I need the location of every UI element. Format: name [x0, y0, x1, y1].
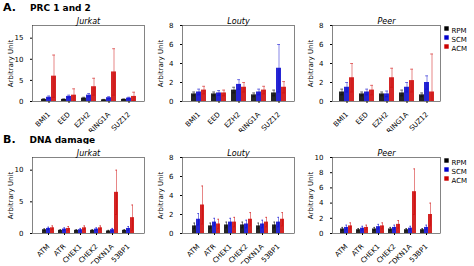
svg-text:2: 2: [319, 215, 323, 223]
svg-text:Arbitrary Unit: Arbitrary Unit: [307, 40, 315, 88]
svg-text:2: 2: [319, 79, 323, 87]
svg-text:RPM: RPM: [452, 159, 467, 167]
html-text:A.: A.: [3, 1, 16, 14]
svg-text:ATR: ATR: [52, 242, 68, 258]
svg-text:10: 10: [315, 154, 324, 162]
svg-text:Arbitrary Unit: Arbitrary Unit: [157, 40, 165, 88]
svg-text:53BP1: 53BP1: [408, 243, 429, 264]
svg-text:6: 6: [319, 41, 324, 49]
svg-text:ATM: ATM: [186, 243, 202, 259]
svg-text:Arbitrary Unit: Arbitrary Unit: [307, 172, 315, 220]
svg-text:SUZ12: SUZ12: [260, 111, 282, 132]
svg-text:6: 6: [169, 173, 174, 181]
svg-text:4: 4: [169, 192, 174, 200]
svg-text:8: 8: [319, 22, 323, 30]
svg-text:10: 10: [15, 166, 24, 174]
svg-text:ACM: ACM: [452, 45, 468, 53]
svg-text:53BP1: 53BP1: [110, 243, 131, 264]
svg-text:ACM: ACM: [452, 177, 468, 185]
svg-text:Louty: Louty: [227, 17, 250, 26]
svg-text:5: 5: [19, 198, 23, 206]
svg-text:BMI1: BMI1: [34, 111, 52, 129]
svg-text:RPM: RPM: [452, 27, 467, 35]
svg-text:ATM: ATM: [36, 243, 52, 259]
svg-text:Arbitrary Unit: Arbitrary Unit: [7, 40, 15, 88]
html-text:DNA damage: DNA damage: [29, 135, 96, 145]
svg-text:Jurkat: Jurkat: [75, 149, 101, 158]
svg-text:0: 0: [169, 98, 173, 106]
svg-text:EZH2: EZH2: [371, 110, 390, 130]
svg-text:EED: EED: [354, 111, 370, 127]
svg-text:Louty: Louty: [227, 149, 250, 158]
svg-text:0: 0: [19, 98, 23, 106]
html-text:B.: B.: [3, 133, 16, 146]
svg-text:ATR: ATR: [202, 242, 218, 258]
svg-text:Arbitrary Unit: Arbitrary Unit: [157, 172, 165, 220]
svg-text:Arbitrary Unit: Arbitrary Unit: [7, 172, 15, 220]
svg-text:EZH2: EZH2: [223, 110, 242, 130]
svg-text:8: 8: [169, 154, 173, 162]
svg-text:EZH2: EZH2: [73, 110, 92, 130]
svg-text:10: 10: [15, 56, 24, 64]
svg-text:0: 0: [19, 230, 23, 238]
svg-text:BMI1: BMI1: [184, 111, 202, 129]
svg-text:2: 2: [169, 211, 173, 219]
svg-text:5: 5: [19, 77, 23, 85]
svg-text:SUZ12: SUZ12: [110, 111, 132, 132]
html-text:PRC 1 and 2: PRC 1 and 2: [29, 3, 91, 13]
svg-text:Peer: Peer: [378, 149, 397, 158]
svg-text:SCM: SCM: [452, 168, 467, 176]
svg-text:4: 4: [319, 199, 324, 207]
svg-text:ATR: ATR: [350, 242, 366, 258]
svg-text:0: 0: [319, 230, 323, 238]
svg-text:4: 4: [319, 60, 324, 68]
svg-text:6: 6: [169, 41, 174, 49]
svg-text:SUZ12: SUZ12: [408, 111, 430, 132]
svg-text:BMI1: BMI1: [332, 111, 350, 129]
svg-text:0: 0: [169, 230, 173, 238]
svg-text:RING1A: RING1A: [385, 111, 410, 132]
svg-text:2: 2: [169, 79, 173, 87]
svg-text:ATM: ATM: [334, 243, 350, 259]
svg-text:RING1A: RING1A: [87, 111, 112, 132]
svg-text:Jurkat: Jurkat: [75, 17, 101, 26]
svg-text:6: 6: [319, 184, 324, 192]
svg-text:Peer: Peer: [378, 17, 397, 26]
svg-text:8: 8: [319, 169, 323, 177]
svg-text:EED: EED: [206, 111, 222, 127]
svg-text:53BP1: 53BP1: [260, 243, 281, 264]
svg-text:RING1A: RING1A: [237, 111, 262, 132]
svg-text:4: 4: [169, 60, 174, 68]
svg-text:EED: EED: [56, 111, 72, 127]
svg-text:SCM: SCM: [452, 36, 467, 44]
svg-text:15: 15: [15, 34, 24, 42]
svg-text:0: 0: [319, 98, 323, 106]
svg-text:8: 8: [169, 22, 173, 30]
